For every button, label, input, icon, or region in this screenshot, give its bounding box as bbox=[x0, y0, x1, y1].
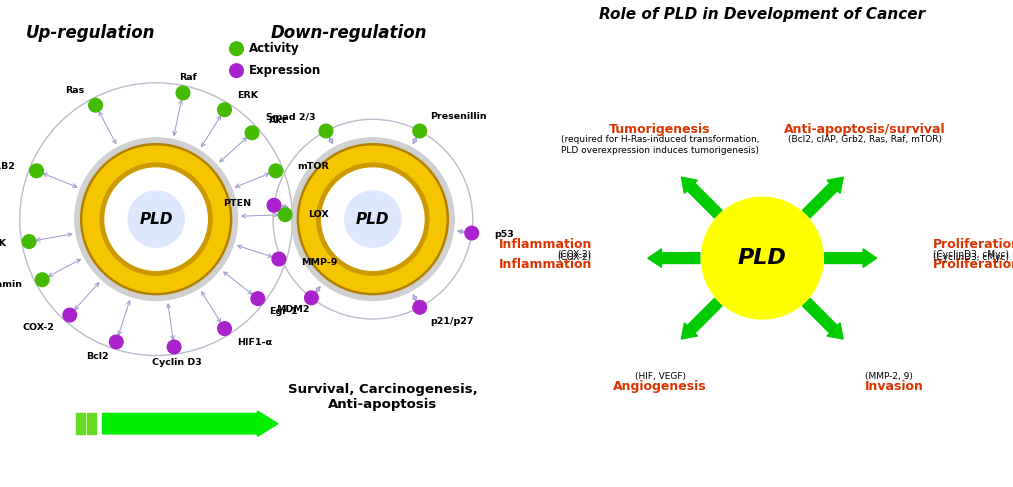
Text: Inflammation: Inflammation bbox=[498, 238, 592, 251]
Bar bbox=[76, 413, 84, 434]
Circle shape bbox=[465, 226, 478, 240]
Text: Proliferation: Proliferation bbox=[933, 258, 1013, 271]
Circle shape bbox=[319, 124, 333, 138]
FancyArrow shape bbox=[802, 299, 843, 339]
Circle shape bbox=[89, 98, 102, 112]
Text: mTOR: mTOR bbox=[297, 162, 329, 171]
Circle shape bbox=[317, 163, 428, 275]
Circle shape bbox=[75, 138, 237, 300]
Text: p53: p53 bbox=[494, 230, 515, 239]
Circle shape bbox=[300, 146, 446, 292]
Circle shape bbox=[22, 235, 35, 248]
Text: Role of PLD in Development of Cancer: Role of PLD in Development of Cancer bbox=[600, 7, 925, 22]
Circle shape bbox=[413, 300, 426, 314]
FancyArrow shape bbox=[682, 299, 722, 339]
Circle shape bbox=[279, 208, 292, 222]
Text: Dynamin: Dynamin bbox=[0, 281, 21, 289]
Circle shape bbox=[81, 144, 232, 295]
Text: MMP-9: MMP-9 bbox=[301, 258, 337, 267]
Circle shape bbox=[269, 164, 283, 178]
Text: Cyclin D3: Cyclin D3 bbox=[152, 358, 203, 367]
Text: COX-2: COX-2 bbox=[22, 323, 55, 332]
Text: (CyclinD3, cMyc): (CyclinD3, cMyc) bbox=[933, 253, 1009, 262]
Text: Ras: Ras bbox=[66, 86, 85, 95]
Circle shape bbox=[128, 191, 184, 247]
Text: (Bcl2, cIAP, Grb2, Ras, Raf, mTOR): (Bcl2, cIAP, Grb2, Ras, Raf, mTOR) bbox=[787, 135, 941, 144]
FancyArrow shape bbox=[648, 249, 700, 267]
Text: PLD: PLD bbox=[140, 212, 173, 226]
Text: Down-regulation: Down-regulation bbox=[270, 24, 426, 42]
Circle shape bbox=[29, 164, 44, 178]
Text: Inflammation: Inflammation bbox=[498, 258, 592, 271]
Text: (required for H-Ras-induced transformation,
PLD overexpression induces tumorigen: (required for H-Ras-induced transformati… bbox=[561, 135, 760, 155]
Text: Survival, Carcinogenesis,
Anti-apoptosis: Survival, Carcinogenesis, Anti-apoptosis bbox=[288, 383, 477, 411]
Text: Anti-apoptosis/survival: Anti-apoptosis/survival bbox=[784, 123, 945, 136]
Text: p21/p27: p21/p27 bbox=[431, 317, 474, 326]
Text: Invasion: Invasion bbox=[864, 380, 924, 393]
Text: SPK: SPK bbox=[0, 239, 6, 248]
Text: Presenillin: Presenillin bbox=[431, 112, 487, 121]
Circle shape bbox=[100, 163, 212, 275]
Circle shape bbox=[298, 144, 449, 295]
Text: Smad 2/3: Smad 2/3 bbox=[265, 112, 315, 121]
FancyArrow shape bbox=[102, 411, 278, 436]
Circle shape bbox=[267, 198, 281, 212]
Bar bbox=[87, 413, 96, 434]
Text: GRB2: GRB2 bbox=[0, 162, 15, 171]
Text: PLD: PLD bbox=[357, 212, 390, 226]
Text: Expression: Expression bbox=[248, 64, 321, 77]
Text: LOX: LOX bbox=[308, 210, 329, 219]
Circle shape bbox=[218, 103, 231, 116]
Text: MDM2: MDM2 bbox=[277, 305, 310, 315]
Circle shape bbox=[230, 42, 243, 56]
Text: Proliferation: Proliferation bbox=[933, 238, 1013, 251]
Circle shape bbox=[230, 64, 243, 77]
Text: ERK: ERK bbox=[237, 91, 257, 100]
Circle shape bbox=[305, 291, 318, 305]
Circle shape bbox=[35, 273, 49, 286]
Text: Egr-1: Egr-1 bbox=[268, 307, 297, 316]
Text: Akt: Akt bbox=[269, 116, 288, 125]
FancyArrow shape bbox=[825, 249, 876, 267]
FancyArrow shape bbox=[802, 177, 843, 218]
Text: Angiogenesis: Angiogenesis bbox=[613, 380, 707, 393]
Circle shape bbox=[413, 124, 426, 138]
Circle shape bbox=[322, 168, 424, 270]
Circle shape bbox=[105, 168, 208, 270]
Circle shape bbox=[344, 191, 401, 247]
Text: Raf: Raf bbox=[179, 73, 197, 82]
Circle shape bbox=[701, 197, 824, 319]
Text: Activity: Activity bbox=[248, 42, 299, 55]
Circle shape bbox=[292, 138, 454, 300]
Text: Tumorigenesis: Tumorigenesis bbox=[609, 123, 711, 136]
Text: PTEN: PTEN bbox=[223, 199, 251, 208]
Circle shape bbox=[218, 322, 231, 336]
Text: (COX-2): (COX-2) bbox=[558, 250, 592, 259]
Text: (HIF, VEGF): (HIF, VEGF) bbox=[634, 372, 686, 381]
Circle shape bbox=[272, 252, 286, 266]
Text: PLD: PLD bbox=[737, 248, 787, 268]
Circle shape bbox=[83, 146, 229, 292]
Circle shape bbox=[245, 126, 259, 140]
Text: HIF1-α: HIF1-α bbox=[237, 338, 271, 347]
Text: Up-regulation: Up-regulation bbox=[25, 24, 155, 42]
Circle shape bbox=[167, 340, 181, 354]
Circle shape bbox=[176, 86, 189, 100]
FancyArrow shape bbox=[682, 177, 722, 218]
Text: (CyclinD3, cMyc): (CyclinD3, cMyc) bbox=[933, 250, 1009, 259]
Text: (MMP-2, 9): (MMP-2, 9) bbox=[864, 372, 913, 381]
Circle shape bbox=[63, 308, 77, 322]
Circle shape bbox=[109, 335, 124, 349]
Circle shape bbox=[251, 292, 264, 305]
Text: Bcl2: Bcl2 bbox=[86, 353, 109, 361]
Text: (COX-2): (COX-2) bbox=[558, 253, 592, 262]
